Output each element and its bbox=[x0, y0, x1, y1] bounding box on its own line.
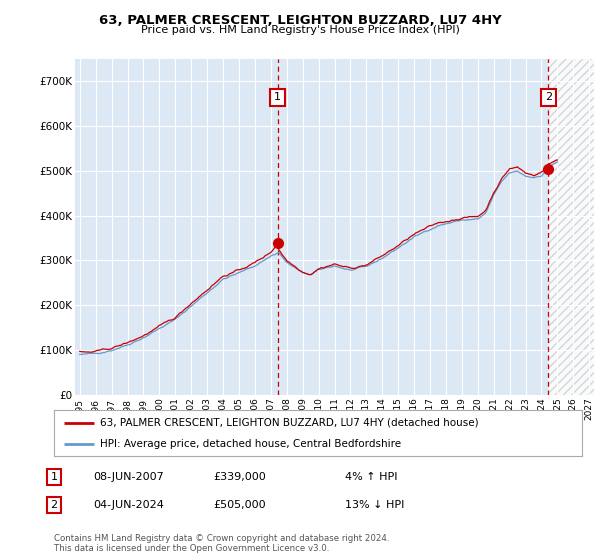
Text: 4% ↑ HPI: 4% ↑ HPI bbox=[345, 472, 398, 482]
Text: Contains HM Land Registry data © Crown copyright and database right 2024.
This d: Contains HM Land Registry data © Crown c… bbox=[54, 534, 389, 553]
Text: 08-JUN-2007: 08-JUN-2007 bbox=[93, 472, 164, 482]
Text: HPI: Average price, detached house, Central Bedfordshire: HPI: Average price, detached house, Cent… bbox=[100, 439, 401, 449]
Text: £339,000: £339,000 bbox=[213, 472, 266, 482]
Text: Price paid vs. HM Land Registry's House Price Index (HPI): Price paid vs. HM Land Registry's House … bbox=[140, 25, 460, 35]
Text: £505,000: £505,000 bbox=[213, 500, 266, 510]
Bar bbox=[548, 59, 594, 395]
Text: 04-JUN-2024: 04-JUN-2024 bbox=[93, 500, 164, 510]
Text: 63, PALMER CRESCENT, LEIGHTON BUZZARD, LU7 4HY: 63, PALMER CRESCENT, LEIGHTON BUZZARD, L… bbox=[98, 14, 502, 27]
Text: 1: 1 bbox=[50, 472, 58, 482]
Text: 2: 2 bbox=[545, 92, 552, 102]
Text: 2: 2 bbox=[50, 500, 58, 510]
Text: 13% ↓ HPI: 13% ↓ HPI bbox=[345, 500, 404, 510]
Text: 1: 1 bbox=[274, 92, 281, 102]
Text: 63, PALMER CRESCENT, LEIGHTON BUZZARD, LU7 4HY (detached house): 63, PALMER CRESCENT, LEIGHTON BUZZARD, L… bbox=[100, 418, 479, 428]
